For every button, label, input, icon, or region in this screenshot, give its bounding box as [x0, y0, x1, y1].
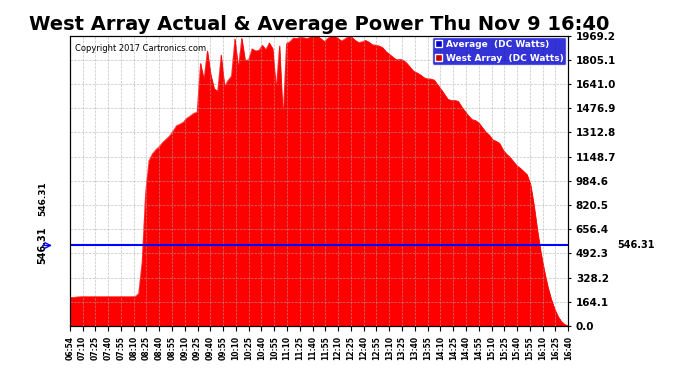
- Title: West Array Actual & Average Power Thu Nov 9 16:40: West Array Actual & Average Power Thu No…: [29, 15, 609, 34]
- Text: 546.31: 546.31: [38, 182, 48, 216]
- Text: 546.31: 546.31: [37, 227, 48, 264]
- Text: 546.31: 546.31: [617, 240, 654, 250]
- Text: Copyright 2017 Cartronics.com: Copyright 2017 Cartronics.com: [75, 44, 206, 53]
- Legend: Average  (DC Watts), West Array  (DC Watts): Average (DC Watts), West Array (DC Watts…: [433, 38, 566, 65]
